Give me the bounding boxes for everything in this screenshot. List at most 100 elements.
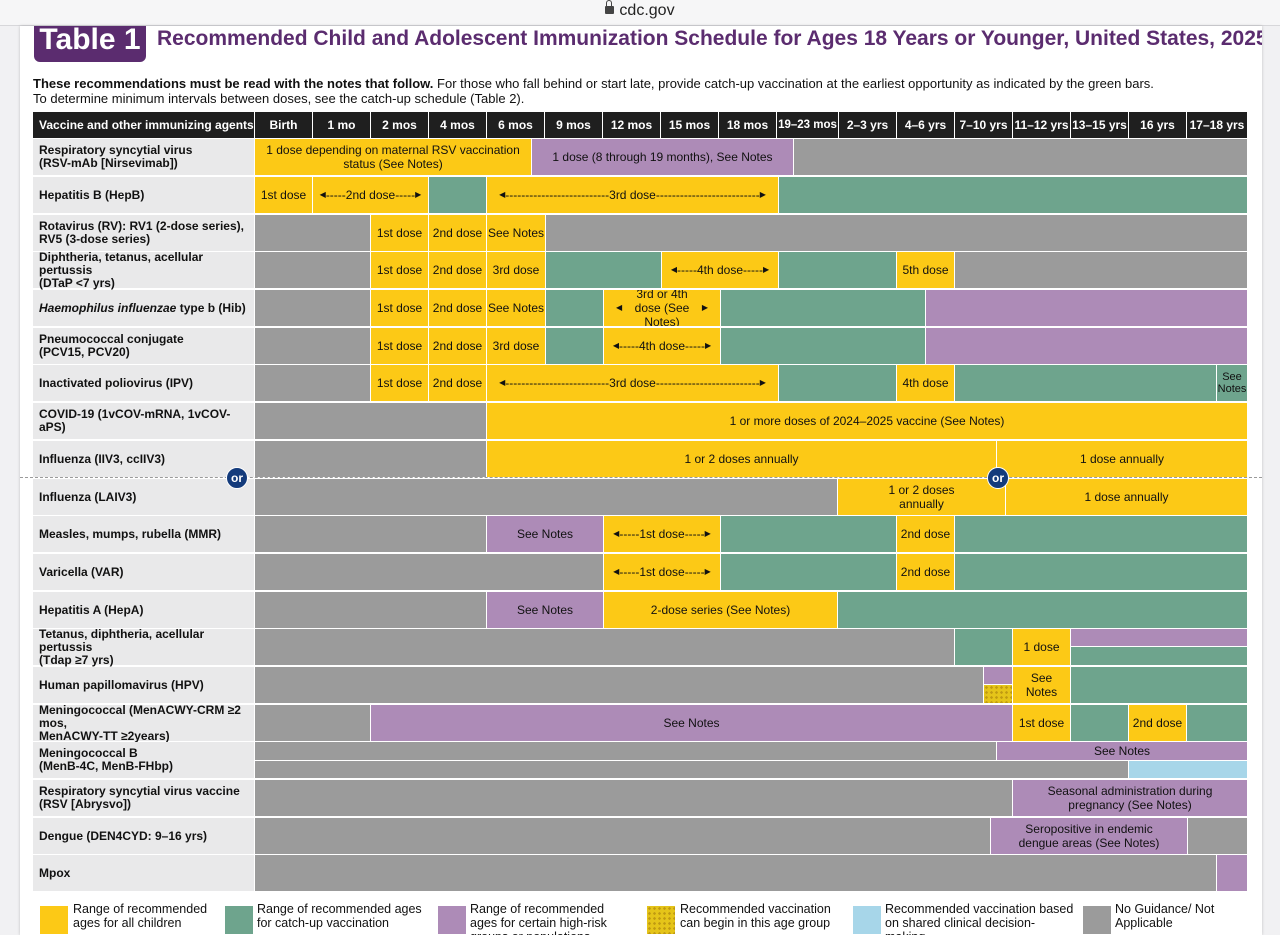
or-badge: or (226, 467, 248, 489)
vaccine-label: Influenza (IIV3, ccIIV3) (33, 441, 254, 477)
dose-cell: 2nd dose (897, 554, 954, 590)
legend-text: Recommended vaccination based on shared … (885, 902, 1074, 935)
can-begin-cell (984, 685, 1012, 703)
no-guidance-bar (255, 403, 486, 439)
vaccine-label: Respiratory syncytial virus (RSV-mAb [Nir… (33, 139, 254, 175)
no-guidance-bar (255, 667, 983, 703)
high-risk-cell (1217, 855, 1247, 891)
no-guidance-bar (255, 516, 486, 552)
legend-text: Range of recommended ages for all childr… (73, 902, 208, 930)
laiv-bar: 1 or 2 doses annually (838, 479, 1005, 515)
dose-cell: 5th dose (897, 252, 954, 288)
shared-decision-bar (1129, 761, 1247, 778)
no-guidance-bar (255, 479, 837, 515)
vaccine-label: Varicella (VAR) (33, 554, 254, 590)
or-divider (20, 477, 1262, 478)
dose-range-cell: ◀ -------------------------- 3rd dose ---… (487, 365, 778, 401)
catch-up-cell (721, 328, 925, 364)
dose-cell: 1st dose (371, 215, 428, 251)
dose-cell: 1st dose (371, 290, 428, 326)
dose-cell: 1st dose (1013, 705, 1070, 741)
legend-swatch-purple (438, 906, 466, 934)
no-guidance-bar (255, 441, 486, 477)
url-text: cdc.gov (619, 2, 675, 19)
no-guidance-bar (255, 554, 603, 590)
header-age: 12 mos (603, 112, 660, 138)
rsv-maternal-bar: 1 dose depending on maternal RSV vaccina… (255, 139, 531, 175)
legend-text: Range of recommended ages for certain hi… (470, 902, 607, 935)
page-title: Recommended Child and Adolescent Immuniz… (157, 27, 1262, 50)
dose-range-cell: ◀ ----- 1st dose ----- ▶ (604, 516, 720, 552)
catch-up-cell (546, 290, 603, 326)
legend-swatch-yellow (40, 906, 68, 934)
header-age: 13–15 yrs (1071, 112, 1128, 138)
header-age: 2–3 yrs (839, 112, 896, 138)
no-guidance-bar (955, 252, 1247, 288)
dose-cell: 2nd dose (1129, 705, 1186, 741)
catch-up-cell (1071, 647, 1247, 665)
no-guidance-bar (255, 780, 1012, 816)
header-age: 16 yrs (1129, 112, 1186, 138)
header-age: 6 mos (487, 112, 544, 138)
dose-cell: 2nd dose (429, 365, 486, 401)
header-vaccine: Vaccine and other immunizing agents (33, 112, 254, 138)
catch-up-cell (1071, 705, 1128, 741)
header-age: 2 mos (371, 112, 428, 138)
vaccine-label: Dengue (DEN4CYD: 9–16 yrs) (33, 818, 254, 854)
vaccine-label: Influenza (LAIV3) (33, 479, 254, 515)
vaccine-label: Meningococcal (MenACWY-CRM ≥2 mos, MenACW… (33, 703, 254, 742)
browser-address-bar[interactable]: cdc.gov (0, 0, 1280, 26)
no-guidance-bar (255, 215, 370, 251)
no-guidance-bar (255, 742, 996, 760)
no-guidance-bar (255, 818, 990, 854)
intro-rest: For those who fall behind or start late,… (433, 76, 1154, 91)
dose-cell: See Notes (1013, 667, 1070, 703)
lock-icon (605, 0, 615, 14)
dose-cell: 4th dose (897, 365, 954, 401)
no-guidance-bar (255, 705, 370, 741)
dose-cell: 2nd dose (897, 516, 954, 552)
catch-up-cell (1071, 667, 1247, 703)
vaccine-label: Measles, mumps, rubella (MMR) (33, 516, 254, 552)
high-risk-bar: See Notes (997, 742, 1247, 760)
see-notes-cell: See Notes (1217, 365, 1247, 401)
legend-swatch-checker (647, 906, 675, 934)
dose-range-cell: ◀ ----- 1st dose ----- ▶ (604, 554, 720, 590)
catch-up-cell (429, 177, 486, 213)
header-age: 7–10 yrs (955, 112, 1012, 138)
high-risk-bar: See Notes (371, 705, 1012, 741)
rsv-8-19-bar: 1 dose (8 through 19 months), See Notes (532, 139, 793, 175)
dose-cell: 1st dose (371, 252, 428, 288)
legend-swatch-green (225, 906, 253, 934)
no-guidance-bar (794, 139, 1247, 175)
vaccine-label: Respiratory syncytial virus vaccine (RSV … (33, 780, 254, 816)
high-risk-cell: See Notes (487, 516, 603, 552)
vaccine-label: Haemophilus influenzae type b (Hib) (33, 290, 254, 326)
catch-up-cell (721, 554, 896, 590)
no-guidance-bar (255, 290, 370, 326)
laiv-bar: 1 dose annually (1006, 479, 1247, 515)
dose-cell: 1 dose (1013, 629, 1070, 665)
header-age: 11–12 yrs (1013, 112, 1070, 138)
dose-cell: 1st dose (371, 365, 428, 401)
catch-up-cell (546, 252, 661, 288)
or-badge: or (987, 467, 1009, 489)
vaccine-label: Rotavirus (RV): RV1 (2-dose series), RV5 … (33, 215, 254, 251)
vaccine-label: Hepatitis A (HepA) (33, 592, 254, 628)
catch-up-cell (955, 629, 1012, 665)
high-risk-cell (1071, 629, 1247, 646)
catch-up-cell (721, 516, 896, 552)
intro-text: These recommendations must be read with … (33, 76, 1154, 106)
header-age: Birth (255, 112, 312, 138)
schedule-sheet: Table 1 Recommended Child and Adolescent… (20, 26, 1262, 935)
no-guidance-bar (255, 328, 370, 364)
no-guidance-bar (255, 855, 1216, 891)
dose-cell: 2nd dose (429, 290, 486, 326)
catch-up-cell (955, 365, 1216, 401)
vaccine-label: Tetanus, diphtheria, acellular pertussis… (33, 627, 254, 666)
catch-up-cell (1187, 705, 1247, 741)
header-age: 17–18 yrs (1187, 112, 1247, 138)
no-guidance-bar (255, 252, 370, 288)
dose-cell: 3rd dose (487, 252, 545, 288)
dose-range-cell: ◀ 3rd or 4th dose (See Notes) ▶ (604, 290, 720, 326)
